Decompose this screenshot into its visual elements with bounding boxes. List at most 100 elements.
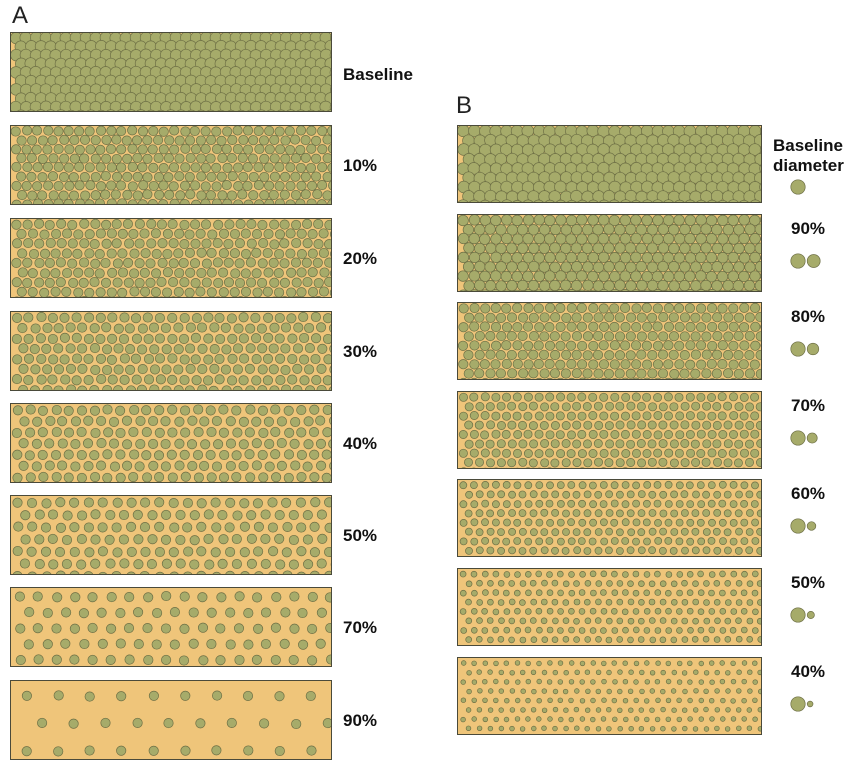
particle <box>63 162 74 173</box>
particle <box>535 589 543 597</box>
particle <box>568 679 575 685</box>
particle <box>556 518 565 527</box>
particle <box>285 144 296 156</box>
particle <box>631 359 642 370</box>
particle <box>292 343 304 354</box>
particle <box>718 518 727 527</box>
particle <box>567 518 575 527</box>
particle <box>749 270 761 282</box>
particle <box>42 639 53 650</box>
particle <box>35 333 46 344</box>
particle <box>741 678 747 685</box>
particle <box>58 172 70 183</box>
particle <box>17 248 28 259</box>
particle <box>95 228 106 239</box>
particle <box>506 261 518 273</box>
particle <box>616 580 624 587</box>
particle <box>153 172 165 183</box>
particle <box>606 580 613 587</box>
particle <box>279 238 290 249</box>
particle <box>149 344 160 355</box>
particle <box>481 627 489 634</box>
particle <box>201 258 212 269</box>
particle <box>730 377 737 379</box>
particle <box>610 499 619 508</box>
particle <box>90 471 101 482</box>
particle <box>57 460 68 471</box>
particle <box>535 377 543 379</box>
particle <box>707 321 718 332</box>
particle <box>544 215 556 227</box>
particle <box>513 589 521 597</box>
particle <box>469 321 480 332</box>
particle <box>719 660 725 666</box>
particle <box>605 546 613 555</box>
particle <box>512 340 523 351</box>
particle <box>18 460 29 471</box>
particle <box>739 303 750 313</box>
particle <box>730 608 738 615</box>
panel-b-tile-1 <box>457 125 762 203</box>
particle <box>658 331 669 342</box>
particle <box>514 571 521 578</box>
particle <box>490 270 502 282</box>
particle <box>578 289 586 291</box>
particle <box>727 215 739 226</box>
particle <box>495 350 506 361</box>
particle <box>647 439 657 449</box>
particle <box>319 100 331 111</box>
particle <box>750 321 761 332</box>
particle <box>55 277 66 288</box>
particle <box>475 402 485 411</box>
particle <box>175 534 186 546</box>
particle <box>90 427 101 439</box>
particle <box>579 716 586 722</box>
particle <box>26 546 37 557</box>
particle <box>599 321 610 332</box>
particle <box>659 617 667 624</box>
particle <box>285 228 296 239</box>
particle <box>663 392 673 402</box>
particle <box>528 242 540 254</box>
particle <box>223 238 234 249</box>
panel-a-tile-8 <box>10 680 332 760</box>
particle <box>658 439 668 449</box>
particle <box>630 232 642 245</box>
particle <box>527 279 540 291</box>
particle <box>12 405 23 416</box>
particle <box>482 660 489 666</box>
particle <box>327 144 331 154</box>
particle <box>695 270 707 282</box>
legend-reduced-circle <box>806 342 820 356</box>
particle <box>729 392 738 402</box>
particle <box>641 340 652 351</box>
particle <box>209 344 220 355</box>
particle <box>96 460 107 471</box>
particle <box>257 364 268 375</box>
particle <box>584 707 591 713</box>
particle <box>718 430 728 439</box>
particle <box>203 509 214 520</box>
particle <box>620 199 631 202</box>
particle <box>606 726 612 732</box>
particle <box>20 510 31 521</box>
particle <box>149 384 160 390</box>
particle <box>518 490 527 499</box>
particle <box>487 688 494 694</box>
particle <box>725 688 731 694</box>
particle <box>117 198 128 204</box>
particle <box>619 252 632 264</box>
particle <box>681 509 689 517</box>
particle <box>626 490 635 499</box>
particle <box>215 623 226 634</box>
particle <box>162 287 173 297</box>
particle <box>90 171 101 183</box>
particle <box>190 278 201 289</box>
particle <box>311 153 322 164</box>
particle <box>131 333 143 344</box>
particle <box>572 509 581 517</box>
particle <box>492 570 500 578</box>
particle <box>47 135 58 146</box>
particle <box>481 537 489 545</box>
particle <box>573 598 581 606</box>
